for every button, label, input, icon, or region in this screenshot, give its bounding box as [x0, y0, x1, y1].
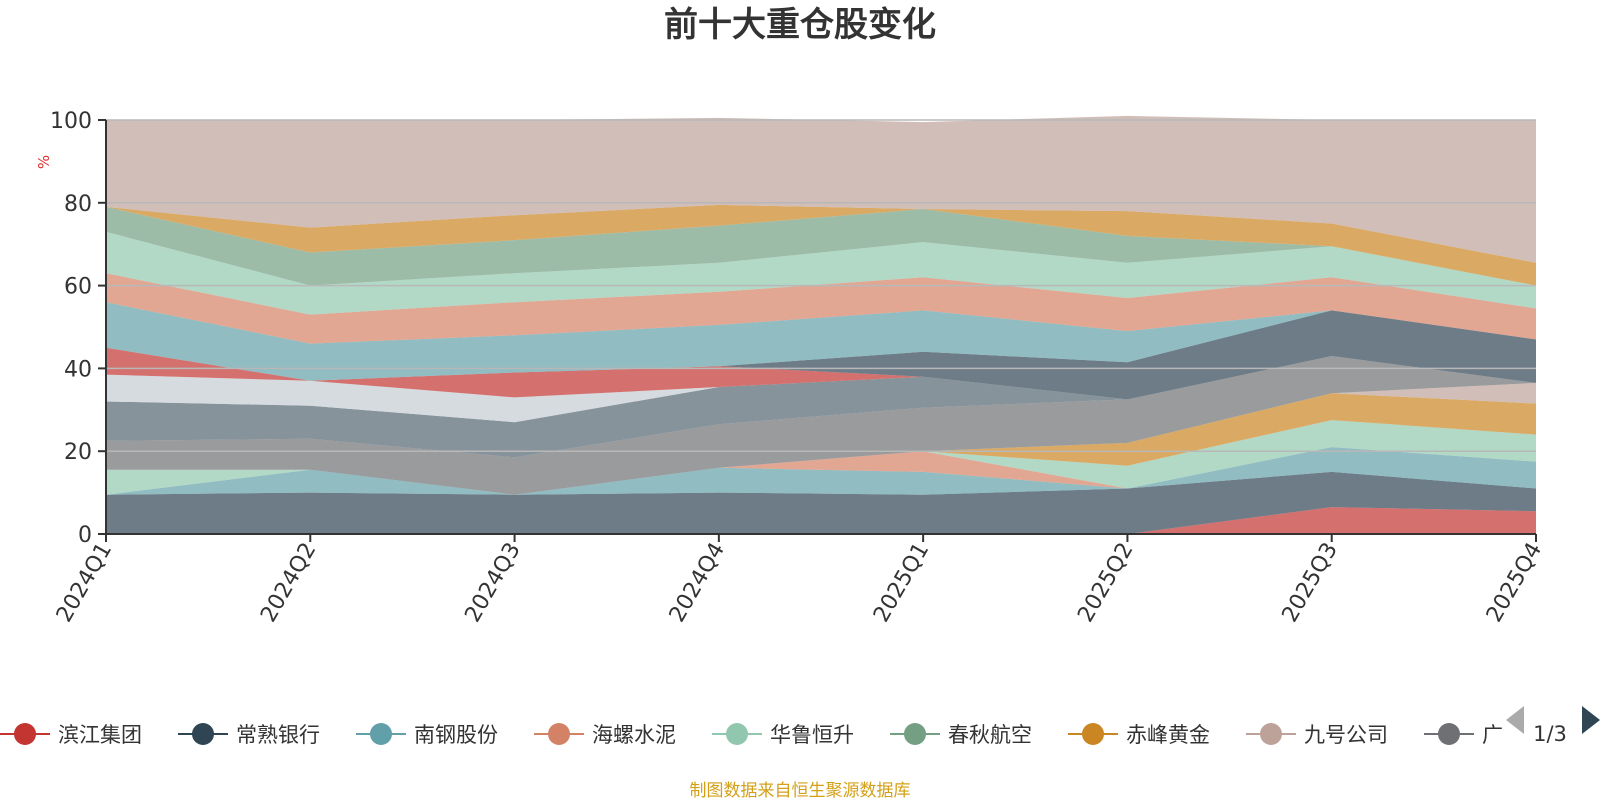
area-series-17	[106, 206, 1536, 286]
area-series-15	[106, 273, 1536, 344]
area-series-2	[106, 471, 1536, 534]
x-tick-label-2025Q2: 2025Q2	[1073, 539, 1138, 627]
area-series-10	[106, 356, 1536, 458]
legend-marker-icon	[1438, 723, 1460, 745]
legend-item-1[interactable]: 滨江集团	[0, 723, 142, 747]
area-series-12	[106, 347, 1536, 400]
x-tick-label-2025Q3: 2025Q3	[1278, 539, 1343, 627]
area-series-14	[106, 302, 1536, 381]
x-tick-label-2024Q1: 2024Q1	[52, 539, 117, 627]
legend-label: 华鲁恒升	[770, 723, 854, 747]
legend-pager: 1/3	[1506, 706, 1600, 746]
legend-item-4[interactable]: 海螺水泥	[534, 723, 676, 747]
legend-item-7[interactable]: 赤峰黄金	[1068, 723, 1210, 747]
x-tick-label-2024Q2: 2024Q2	[256, 539, 321, 627]
area-series-13	[106, 310, 1536, 400]
area-series-5	[106, 420, 1536, 495]
legend-prev-page-arrow-icon[interactable]	[1506, 706, 1524, 734]
legend-label: 赤峰黄金	[1126, 723, 1210, 747]
legend-label: 广	[1482, 723, 1503, 747]
legend-marker-icon	[726, 723, 748, 745]
x-tick-label-2025Q4: 2025Q4	[1482, 539, 1547, 627]
legend-next-page-arrow-icon[interactable]	[1582, 706, 1600, 734]
area-series-7	[106, 393, 1536, 495]
area-series-8	[106, 382, 1536, 495]
area-series-18	[106, 204, 1536, 286]
y-tick-label-20: 20	[64, 440, 92, 465]
area-series-19	[106, 115, 1536, 263]
area-series-3	[106, 447, 1536, 495]
legend-label: 春秋航空	[948, 723, 1032, 747]
grid-lines	[106, 119, 1536, 452]
y-axis-unit-label: %	[35, 155, 53, 169]
legend[interactable]: 滨江集团 常熟银行 南钢股份 海螺水泥 华鲁恒升 春秋航空 赤峰黄金 九号公司 广	[0, 723, 1503, 747]
legend-item-2[interactable]: 常熟银行	[178, 723, 320, 747]
x-tick-label-2024Q4: 2024Q4	[665, 539, 730, 627]
y-tick-label-60: 60	[64, 275, 92, 300]
data-source-note: 制图数据来自恒生聚源数据库	[690, 781, 911, 800]
area-series-1	[106, 507, 1536, 534]
chart-title: 前十大重仓股变化	[664, 5, 936, 45]
legend-label: 常熟银行	[236, 723, 320, 747]
area-series-9	[106, 356, 1536, 495]
area-series-11	[106, 356, 1536, 423]
y-tick-label-0: 0	[78, 523, 92, 548]
y-tick-label-100: 100	[50, 109, 92, 134]
legend-page-indicator: 1/3	[1533, 722, 1567, 746]
legend-marker-icon	[904, 723, 926, 745]
y-tick-label-40: 40	[64, 357, 92, 382]
area-series-16	[106, 231, 1536, 315]
legend-item-8[interactable]: 九号公司	[1246, 723, 1388, 747]
legend-marker-icon	[1082, 723, 1104, 745]
legend-item-9[interactable]: 广	[1424, 723, 1503, 747]
legend-marker-icon	[192, 723, 214, 745]
legend-label: 九号公司	[1304, 723, 1388, 747]
legend-item-5[interactable]: 华鲁恒升	[712, 723, 854, 747]
legend-marker-icon	[1260, 723, 1282, 745]
area-layers	[106, 115, 1536, 534]
legend-label: 滨江集团	[58, 723, 142, 747]
x-tick-label-2024Q3: 2024Q3	[460, 539, 525, 627]
y-tick-label-80: 80	[64, 192, 92, 217]
x-tick-label-2025Q1: 2025Q1	[869, 539, 934, 627]
legend-marker-icon	[548, 723, 570, 745]
legend-item-6[interactable]: 春秋航空	[890, 723, 1032, 747]
legend-label: 南钢股份	[414, 723, 498, 747]
legend-marker-icon	[14, 723, 36, 745]
legend-marker-icon	[370, 723, 392, 745]
legend-label: 海螺水泥	[592, 723, 676, 747]
legend-item-3[interactable]: 南钢股份	[356, 723, 498, 747]
